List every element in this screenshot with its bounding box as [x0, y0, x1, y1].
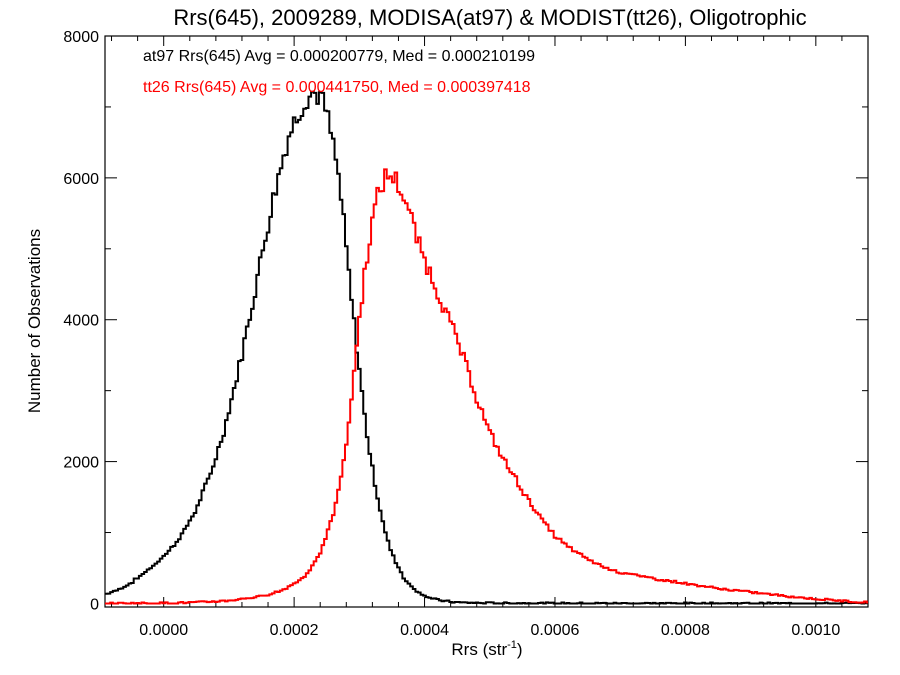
x-axis-label-close: ): [517, 640, 523, 659]
x-tick-label: 0.0008: [661, 622, 710, 639]
y-tick-label: 0: [90, 596, 99, 613]
plot-frame: [104, 35, 869, 608]
x-tick-label: 0.0000: [139, 622, 188, 639]
x-tick-label: 0.0010: [791, 622, 840, 639]
series-line-at97: [105, 90, 868, 605]
x-tick-label: 0.0006: [531, 622, 580, 639]
y-tick-label: 8000: [63, 29, 99, 46]
y-axis-label: Number of Observations: [25, 229, 44, 413]
x-tick-label: 0.0002: [270, 622, 319, 639]
axis-ticks: 0.0000 0.0002 0.0004 0.0006 0.0008 0.0010 0 200…: [63, 29, 869, 639]
x-tick-label: 0.0004: [400, 622, 449, 639]
x-axis-label-superscript: -1: [507, 639, 517, 651]
series-layer: [105, 90, 868, 605]
annotation-tt26: tt26 Rrs(645) Avg = 0.000441750, Med = 0…: [143, 79, 531, 96]
y-tick-label: 6000: [63, 171, 99, 188]
annotation-at97: at97 Rrs(645) Avg = 0.000200779, Med = 0…: [143, 48, 535, 65]
series-line-tt26: [105, 168, 868, 605]
y-tick-label: 4000: [63, 313, 99, 330]
y-tick-label: 2000: [63, 455, 99, 472]
x-axis-label: Rrs (str-1): [451, 639, 522, 659]
x-axis-label-main: Rrs (str: [451, 640, 507, 659]
chart-title: Rrs(645), 2009289, MODISA(at97) & MODIST…: [173, 5, 806, 30]
